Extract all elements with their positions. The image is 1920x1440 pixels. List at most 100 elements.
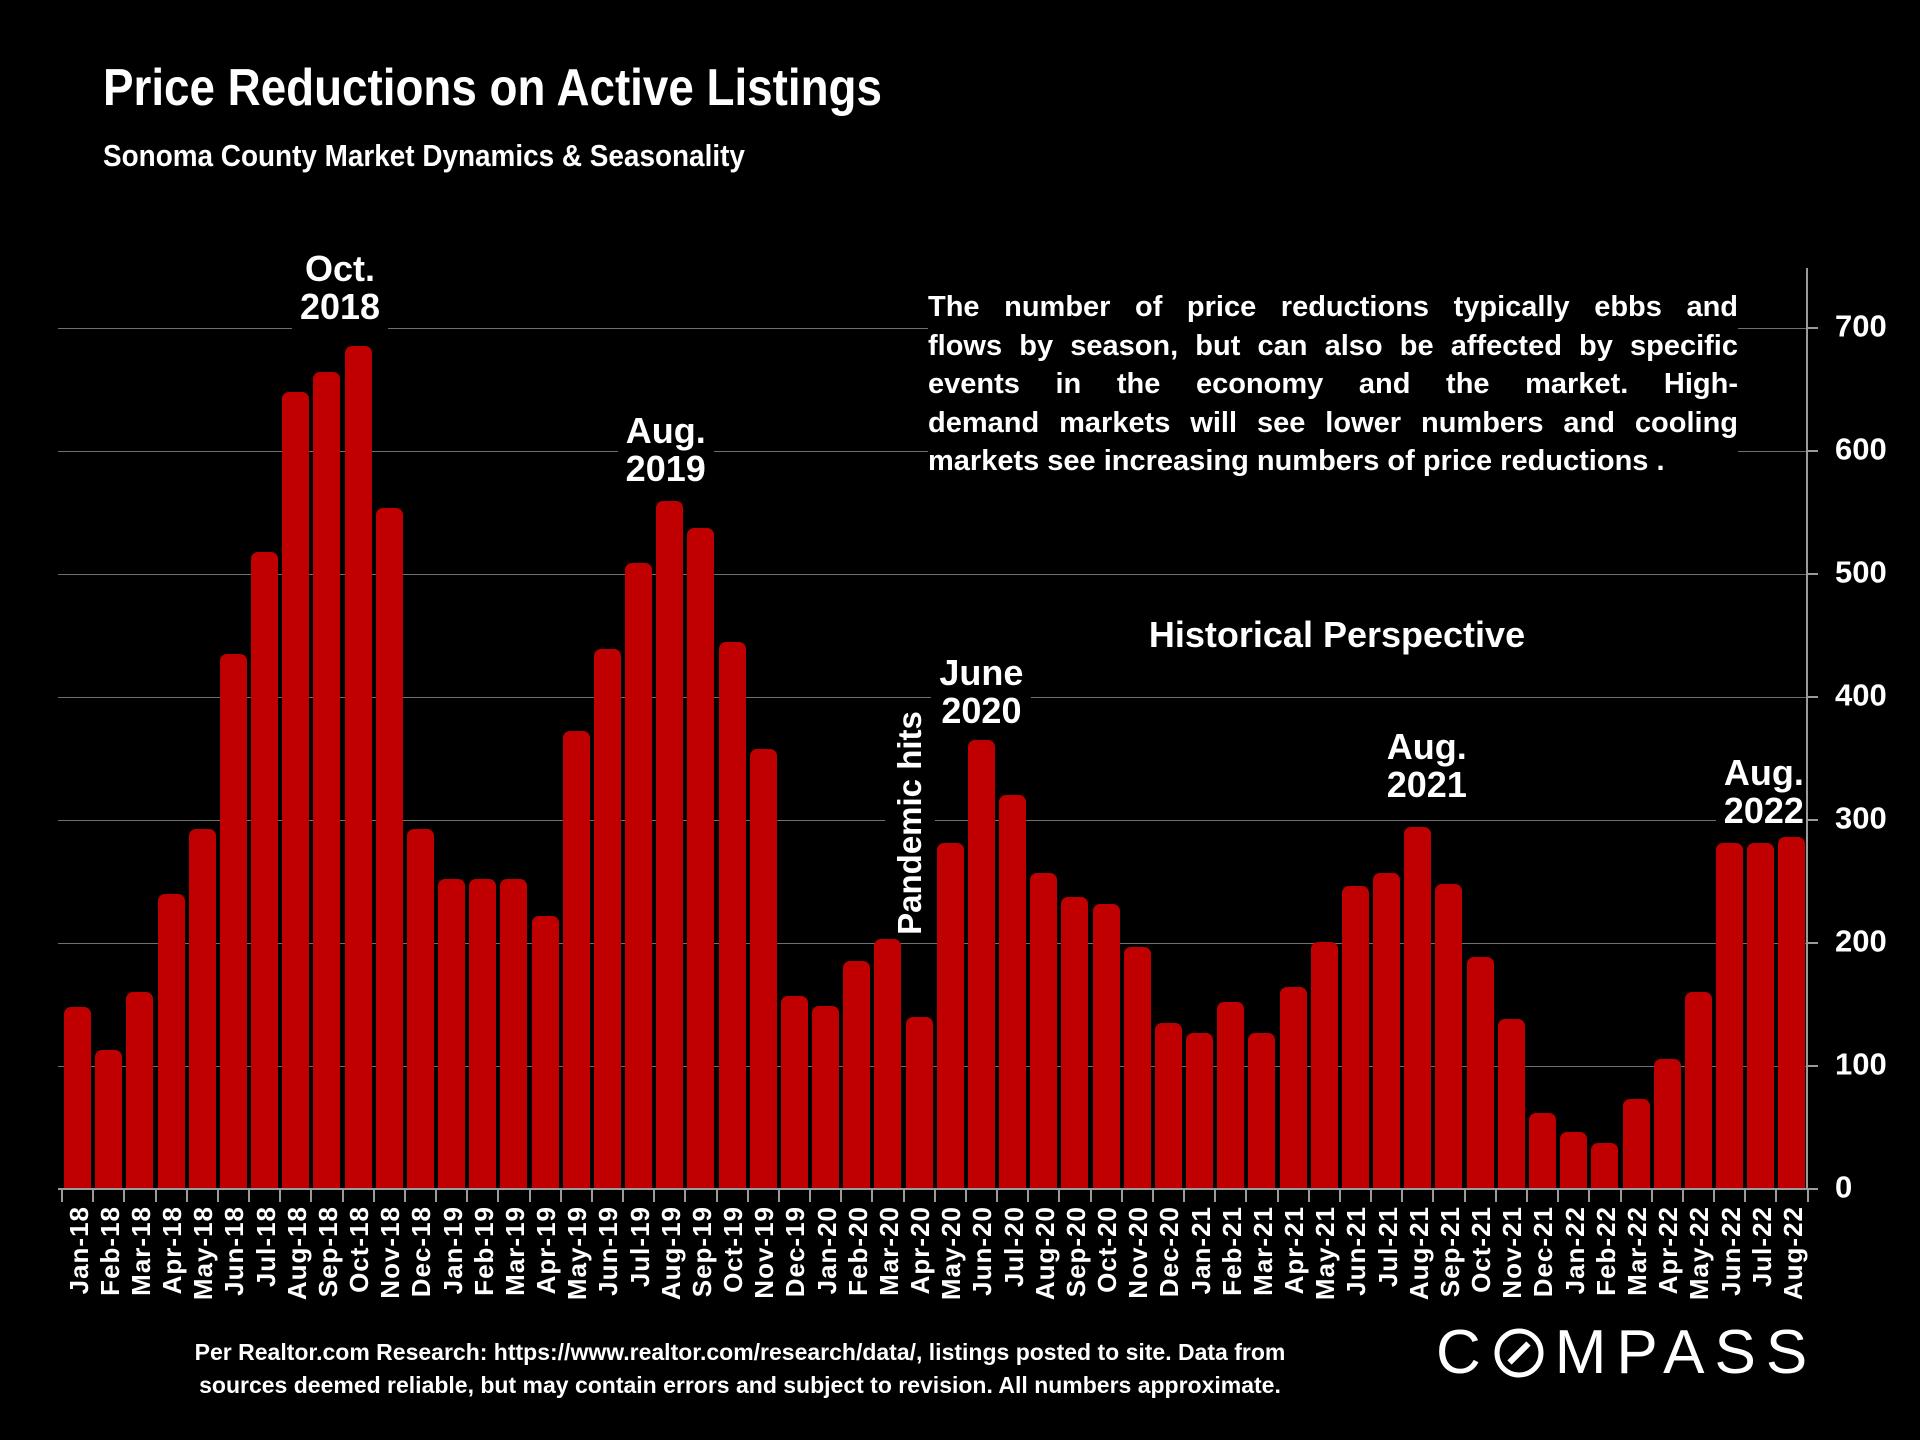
x-tick-25 <box>840 1190 843 1202</box>
x-tick-2 <box>123 1190 126 1202</box>
bar-Jan-22 <box>1560 1132 1588 1189</box>
x-tick-54 <box>1744 1190 1747 1202</box>
x-tick-11 <box>403 1190 406 1202</box>
y-axis-label-500: 500 <box>1835 554 1887 590</box>
bar-May-22 <box>1684 992 1712 1189</box>
bar-Oct-21 <box>1466 957 1494 1189</box>
gridline-200 <box>58 943 1806 944</box>
x-axis-label-Jan-19: Jan-19 <box>437 1206 468 1295</box>
bar-Jul-22 <box>1747 843 1775 1189</box>
y-axis-line <box>1806 268 1808 1190</box>
bar-Apr-19 <box>531 916 559 1189</box>
x-tick-10 <box>372 1190 375 1202</box>
x-axis-label-Apr-18: Apr-18 <box>157 1206 187 1295</box>
y-tick-400 <box>1806 696 1818 698</box>
x-axis-label-Oct-18: Oct-18 <box>344 1206 375 1293</box>
bar-Sep-19 <box>687 528 715 1189</box>
x-tick-14 <box>497 1190 500 1202</box>
bar-Jun-18 <box>219 654 247 1189</box>
x-tick-18 <box>622 1190 625 1202</box>
x-axis-label-Jan-21: Jan-21 <box>1185 1206 1216 1295</box>
x-tick-34 <box>1120 1190 1123 1202</box>
x-tick-47 <box>1525 1190 1528 1202</box>
pandemic-hits-label: Pandemic hits <box>885 711 935 935</box>
x-axis-label-Jul-22: Jul-22 <box>1746 1206 1777 1288</box>
bar-May-20 <box>936 843 964 1189</box>
bar-Mar-21 <box>1248 1033 1276 1189</box>
x-axis-label-Nov-21: Nov-21 <box>1497 1206 1528 1299</box>
x-tick-38 <box>1245 1190 1248 1202</box>
bar-Dec-18 <box>406 829 434 1189</box>
bar-Aug-18 <box>282 392 310 1189</box>
bar-Oct-19 <box>718 642 746 1189</box>
x-tick-20 <box>684 1190 687 1202</box>
bar-Sep-20 <box>1061 897 1089 1189</box>
peak-annotation-Aug-22: Aug. 2022 <box>1715 752 1812 836</box>
x-tick-49 <box>1588 1190 1591 1202</box>
gridline-500 <box>58 574 1806 575</box>
peak-annotation-Oct-18: Oct. 2018 <box>291 248 389 332</box>
x-axis-label-Feb-22: Feb-22 <box>1590 1206 1621 1296</box>
x-tick-24 <box>809 1190 812 1202</box>
bar-Apr-21 <box>1279 987 1307 1189</box>
x-tick-end <box>1806 1190 1809 1202</box>
bar-May-18 <box>188 829 216 1189</box>
bar-Oct-18 <box>344 346 372 1189</box>
y-axis-label-600: 600 <box>1835 431 1887 467</box>
x-tick-12 <box>435 1190 438 1202</box>
x-axis-label-Aug-19: Aug-19 <box>655 1206 686 1301</box>
bar-Apr-18 <box>157 894 185 1189</box>
x-axis-label-Jul-20: Jul-20 <box>998 1206 1029 1288</box>
x-axis-label-Jan-20: Jan-20 <box>811 1206 842 1295</box>
compass-o-icon <box>1494 1328 1544 1378</box>
bar-Sep-18 <box>313 372 341 1189</box>
bar-Feb-21 <box>1217 1002 1245 1189</box>
bar-Mar-19 <box>500 879 528 1189</box>
x-tick-6 <box>248 1190 251 1202</box>
bar-Jan-21 <box>1186 1033 1214 1189</box>
peak-annotation-Aug-19: Aug. 2019 <box>617 410 714 494</box>
y-axis-label-400: 400 <box>1835 677 1887 713</box>
x-tick-55 <box>1775 1190 1778 1202</box>
x-axis-label-Oct-19: Oct-19 <box>718 1206 749 1293</box>
y-tick-600 <box>1806 450 1818 452</box>
bar-Feb-20 <box>843 961 871 1189</box>
x-axis-label-Sep-19: Sep-19 <box>686 1206 717 1298</box>
x-tick-36 <box>1183 1190 1186 1202</box>
source-footer: Per Realtor.com Research: https://www.re… <box>70 1336 1410 1402</box>
x-axis-label-Jun-22: Jun-22 <box>1715 1206 1746 1296</box>
x-axis-label-Mar-20: Mar-20 <box>873 1206 904 1296</box>
x-axis-label-Aug-18: Aug-18 <box>281 1206 312 1301</box>
x-axis-label-Sep-20: Sep-20 <box>1060 1206 1091 1298</box>
x-axis-label-Dec-19: Dec-19 <box>780 1206 811 1298</box>
x-axis-label-Jun-19: Jun-19 <box>593 1206 624 1296</box>
x-tick-32 <box>1058 1190 1061 1202</box>
x-tick-33 <box>1089 1190 1092 1202</box>
x-axis-line <box>58 1188 1808 1190</box>
compass-logo-text-c: C <box>1436 1318 1491 1387</box>
bar-Jul-20 <box>999 795 1027 1189</box>
x-tick-29 <box>964 1190 967 1202</box>
peak-annotation-Aug-21: Aug. 2021 <box>1378 726 1475 810</box>
bar-May-21 <box>1310 942 1338 1189</box>
x-axis-label-Apr-21: Apr-21 <box>1279 1206 1310 1295</box>
x-tick-41 <box>1338 1190 1341 1202</box>
x-axis-label-Dec-21: Dec-21 <box>1528 1206 1559 1298</box>
x-tick-13 <box>466 1190 469 1202</box>
bar-Oct-20 <box>1092 904 1120 1189</box>
x-axis-label-Feb-21: Feb-21 <box>1216 1206 1247 1296</box>
x-axis-label-Jun-20: Jun-20 <box>967 1206 998 1296</box>
x-axis-label-Aug-20: Aug-20 <box>1029 1206 1060 1301</box>
x-axis-label-Aug-22: Aug-22 <box>1777 1206 1808 1301</box>
source-footer-line2: sources deemed reliable, but may contain… <box>199 1372 1281 1398</box>
bar-Jun-22 <box>1716 843 1743 1189</box>
x-tick-52 <box>1681 1190 1684 1202</box>
x-tick-28 <box>933 1190 936 1202</box>
x-axis-label-Mar-19: Mar-19 <box>499 1206 530 1296</box>
x-axis-label-May-19: May-19 <box>562 1206 593 1301</box>
x-tick-45 <box>1463 1190 1466 1202</box>
x-tick-19 <box>653 1190 656 1202</box>
x-axis-label-Feb-18: Feb-18 <box>94 1206 125 1296</box>
peak-annotation-Jun-20: June 2020 <box>931 652 1032 736</box>
x-tick-15 <box>528 1190 531 1202</box>
